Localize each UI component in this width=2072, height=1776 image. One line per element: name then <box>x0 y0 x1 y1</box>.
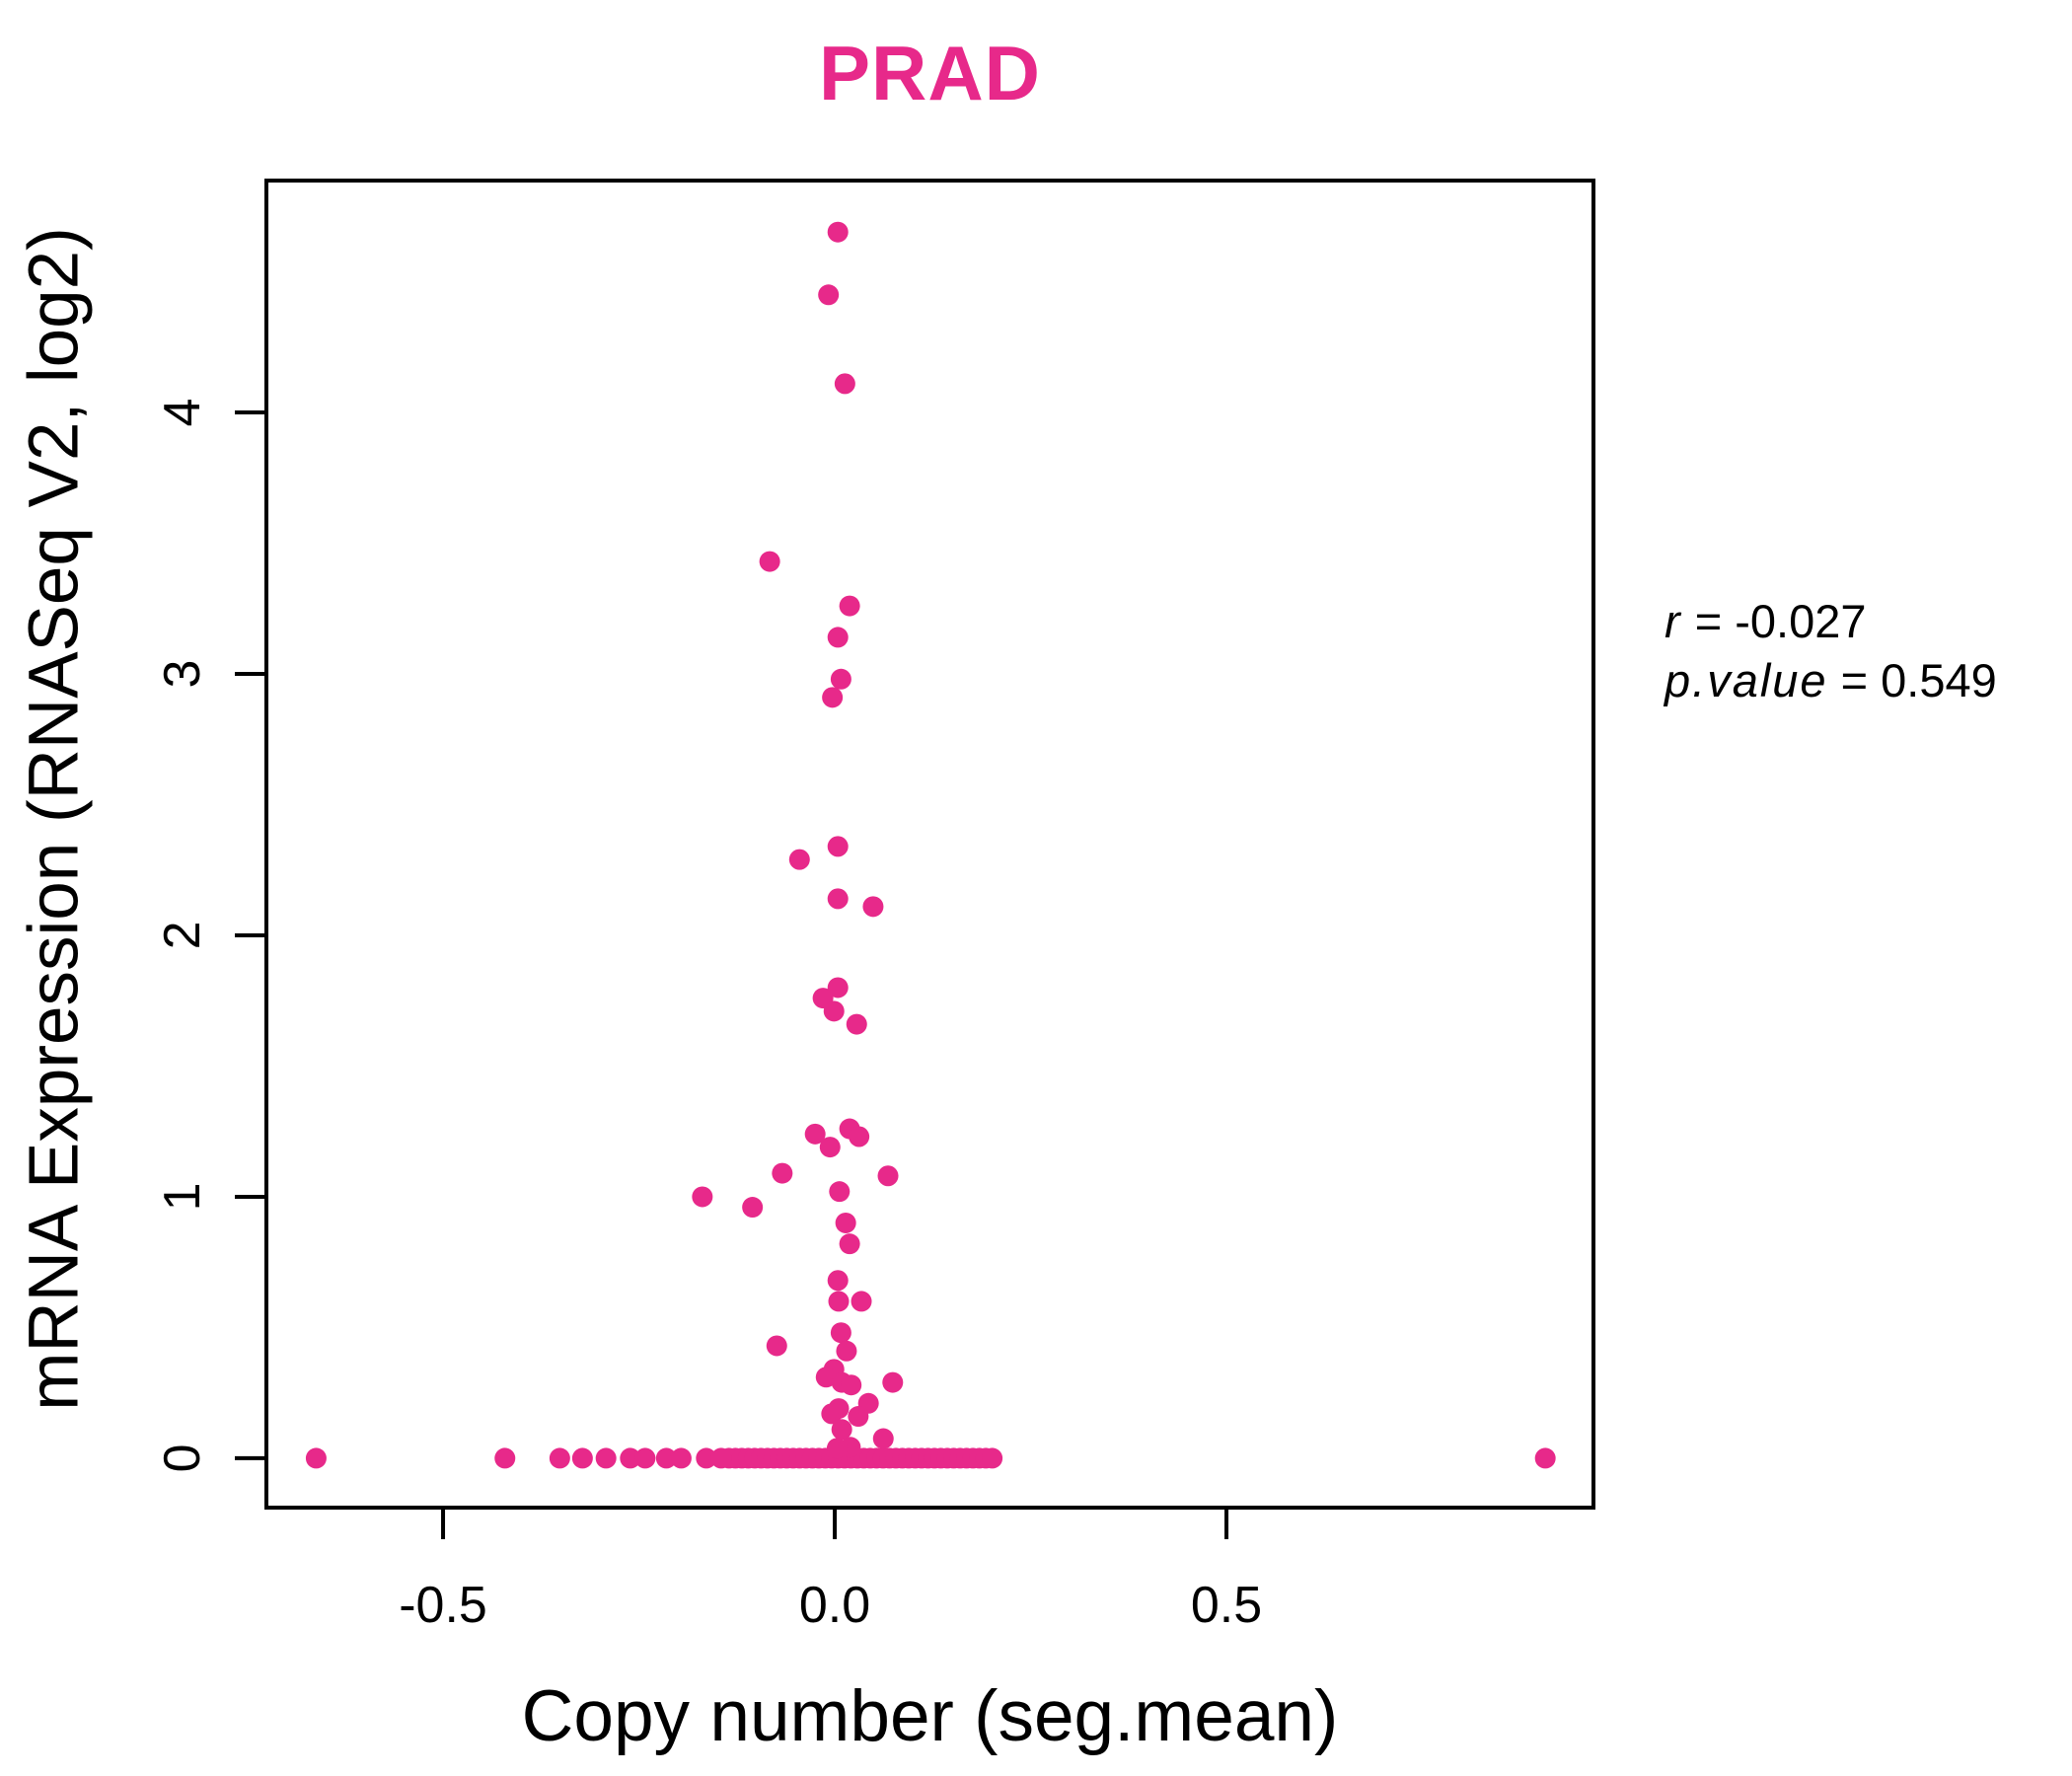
y-tick-label: 4 <box>154 399 211 427</box>
data-point <box>819 1137 841 1158</box>
data-point <box>827 836 849 857</box>
data-point <box>620 1447 641 1469</box>
data-point <box>822 687 844 708</box>
data-point <box>804 1123 826 1145</box>
data-point <box>872 1428 894 1449</box>
y-tick-label: 2 <box>154 922 211 950</box>
y-tick-label: 1 <box>154 1182 211 1211</box>
data-point <box>827 1270 849 1292</box>
data-point <box>595 1447 617 1469</box>
y-axis-title: mRNA Expression (RNASeq V2, log2) <box>15 227 94 1411</box>
data-point <box>839 595 860 617</box>
data-point <box>571 1447 593 1469</box>
data-point <box>815 1367 837 1388</box>
x-tick-label: 0.5 <box>1191 1577 1262 1634</box>
data-point <box>836 1340 857 1362</box>
data-point <box>848 1406 869 1428</box>
plot-border <box>264 179 1595 1510</box>
data-point <box>710 1447 732 1469</box>
data-point <box>827 221 849 243</box>
data-point <box>828 1291 850 1312</box>
data-point <box>549 1447 570 1469</box>
data-point <box>826 1438 848 1459</box>
data-point <box>821 1403 843 1425</box>
data-point <box>494 1447 516 1469</box>
data-point <box>766 1335 787 1357</box>
data-point <box>831 1419 852 1441</box>
data-point <box>670 1447 692 1469</box>
data-point <box>982 1447 1003 1469</box>
data-point <box>877 1165 899 1187</box>
data-point <box>834 373 855 395</box>
data-point <box>829 1181 851 1203</box>
data-point <box>772 1162 793 1184</box>
data-point <box>827 977 849 999</box>
x-axis-title: Copy number (seg.mean) <box>521 1676 1339 1756</box>
data-point <box>839 1233 860 1255</box>
annotation-variable: r <box>1665 595 1682 647</box>
chart-title: PRAD <box>818 30 1041 116</box>
data-point <box>692 1186 713 1208</box>
y-tick-label: 0 <box>154 1443 211 1472</box>
annotation-pvalue-line: p.value = 0.549 <box>1665 651 1997 710</box>
annotation-r-line: r = -0.027 <box>1665 592 1997 651</box>
x-tick-label: -0.5 <box>399 1577 487 1634</box>
data-point <box>835 1212 856 1233</box>
data-point <box>882 1371 904 1393</box>
data-point <box>759 551 780 572</box>
data-point <box>788 849 810 870</box>
data-point <box>823 1000 845 1022</box>
data-point <box>851 1291 872 1312</box>
data-point <box>862 896 884 918</box>
annotation-value: = 0.549 <box>1827 654 1997 707</box>
data-point <box>818 284 840 306</box>
data-point <box>1534 1447 1556 1469</box>
data-point <box>830 1322 851 1344</box>
annotation-variable: p.value <box>1665 654 1828 707</box>
y-tick-label: 3 <box>154 660 211 689</box>
data-point <box>827 888 849 910</box>
x-tick-label: 0.0 <box>799 1577 870 1634</box>
data-point <box>742 1197 764 1219</box>
data-point <box>830 668 851 690</box>
data-point <box>841 1374 862 1396</box>
data-point <box>827 627 849 648</box>
data-point <box>634 1447 656 1469</box>
correlation-annotation: r = -0.027 p.value = 0.549 <box>1665 592 1997 710</box>
data-point <box>696 1447 717 1469</box>
data-point <box>846 1013 867 1035</box>
data-point <box>655 1447 677 1469</box>
data-point <box>849 1126 870 1147</box>
data-point <box>305 1447 327 1469</box>
annotation-value: = -0.027 <box>1681 595 1867 647</box>
